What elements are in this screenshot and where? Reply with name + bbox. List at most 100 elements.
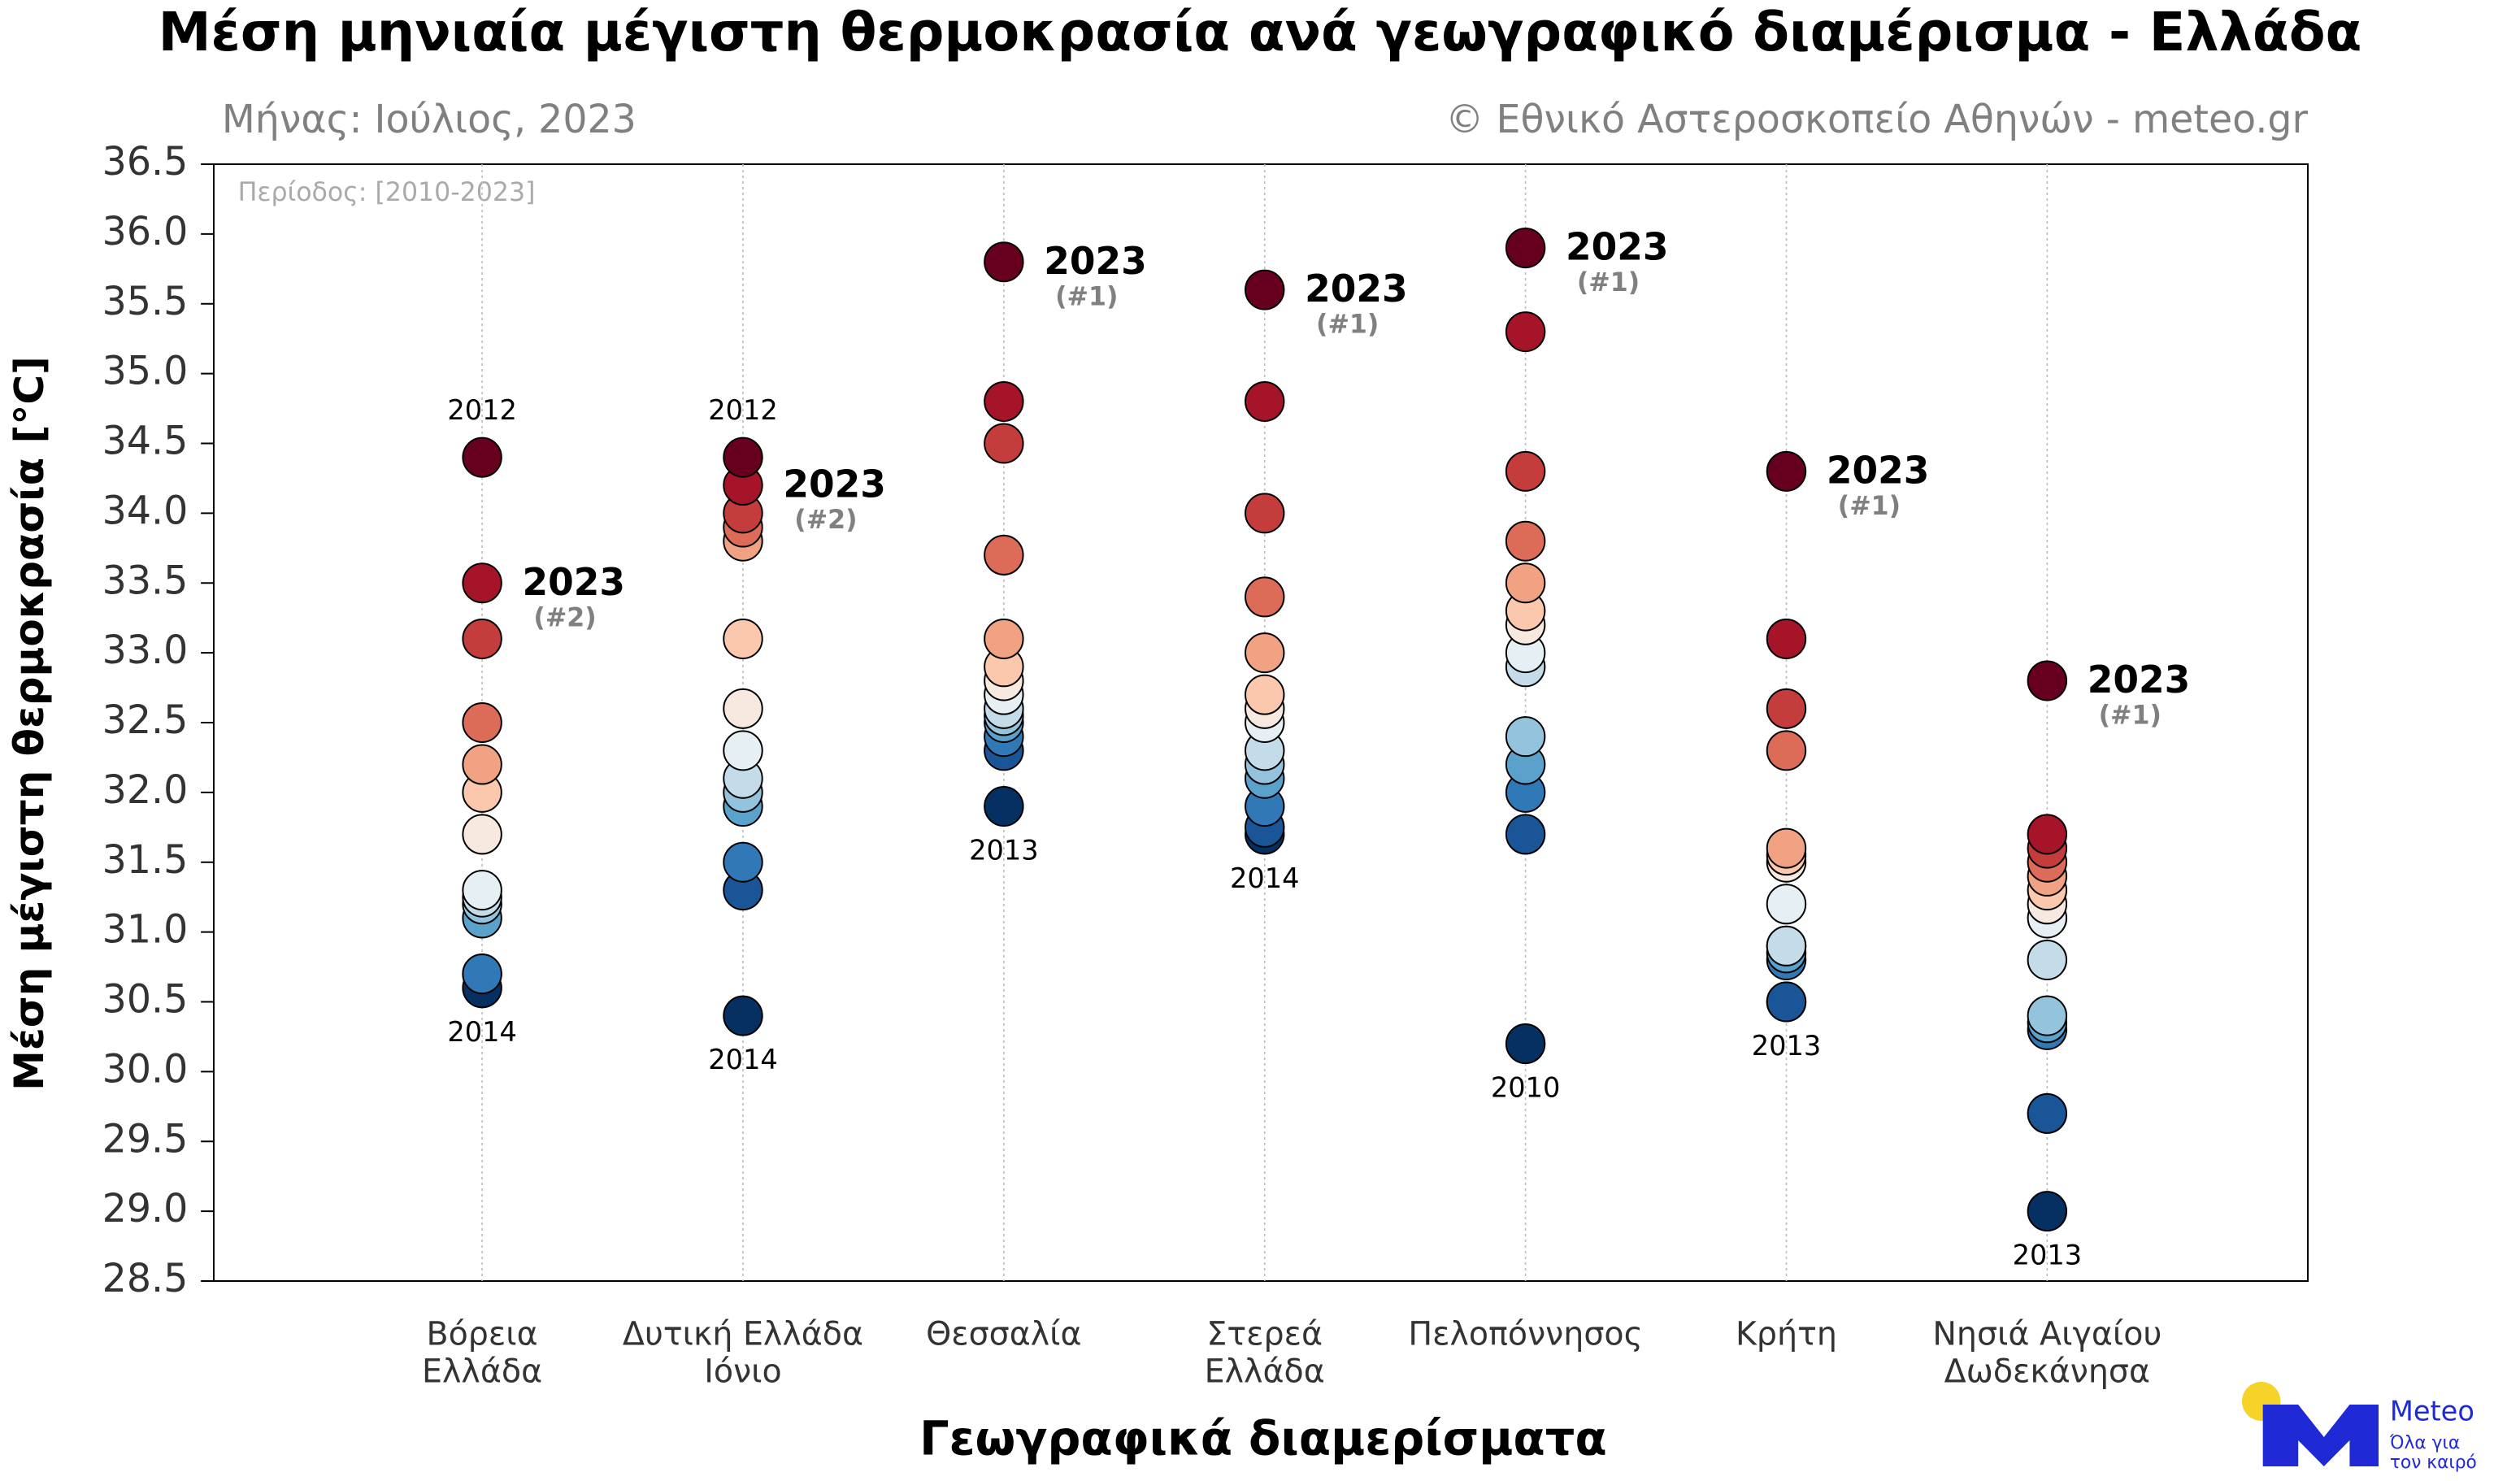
point <box>462 870 502 911</box>
current-point <box>462 562 502 604</box>
x-tick-label: Ελλάδα <box>422 1353 542 1390</box>
current-point <box>1766 450 1807 492</box>
point <box>984 534 1024 575</box>
current-year-label: 2023 <box>523 561 626 604</box>
min-year-label: 2014 <box>1230 862 1300 894</box>
current-year-label: 2023 <box>1827 449 1930 492</box>
point <box>1766 925 1807 966</box>
point <box>462 618 502 659</box>
point <box>462 744 502 785</box>
x-tick-label: Βόρεια <box>427 1315 538 1353</box>
min-year-label: 2013 <box>1752 1030 1822 1062</box>
point <box>1245 632 1285 674</box>
point <box>1766 618 1807 659</box>
point <box>1505 520 1546 562</box>
current-year-label: 2023 <box>2088 658 2191 701</box>
point <box>1766 688 1807 729</box>
rank-label: (#1) <box>1838 490 1901 521</box>
point <box>2027 1191 2068 1232</box>
x-tick-label: Δυτική Ελλάδα <box>623 1315 863 1353</box>
point <box>462 436 502 478</box>
y-axis-title: Μέση μέγιστη θερμοκρασία [°C] <box>6 356 53 1091</box>
point <box>1766 981 1807 1023</box>
min-year-label: 2013 <box>2013 1240 2083 1271</box>
point <box>2027 814 2068 855</box>
chart-title: Μέση μηνιαία μέγιστη θερμοκρασία ανά γεω… <box>159 2 2362 63</box>
x-tick-label: Δωδεκάνησα <box>1944 1353 2150 1390</box>
point <box>1245 380 1285 422</box>
point <box>1766 730 1807 771</box>
point <box>723 436 763 478</box>
current-point <box>1505 228 1546 269</box>
x-tick-label: Στερεά <box>1206 1315 1323 1353</box>
y-tick-label: 33.0 <box>102 628 189 673</box>
x-tick-label: Νησιά Αιγαίου <box>1932 1315 2162 1353</box>
x-axis-title: Γεωγραφικά διαμερίσματα <box>919 1410 1607 1466</box>
x-tick-label: Θεσσαλία <box>926 1315 1082 1353</box>
point <box>1505 1023 1546 1065</box>
point <box>1766 827 1807 869</box>
x-tick-label: Κρήτη <box>1736 1315 1837 1353</box>
x-tick-label: Ελλάδα <box>1205 1353 1325 1390</box>
min-year-label: 2014 <box>447 1016 517 1048</box>
point <box>1245 576 1285 618</box>
point <box>1505 562 1546 604</box>
rank-label: (#2) <box>794 504 857 535</box>
point <box>984 618 1024 659</box>
point <box>723 995 763 1036</box>
point <box>462 814 502 855</box>
y-tick-label: 31.5 <box>102 838 189 883</box>
point <box>723 618 763 659</box>
rank-label: (#2) <box>533 602 596 632</box>
y-tick-label: 36.0 <box>102 210 189 254</box>
y-tick-label: 29.5 <box>102 1117 189 1162</box>
point <box>723 841 763 883</box>
y-tick-label: 28.5 <box>102 1257 189 1301</box>
point <box>462 953 502 995</box>
point <box>984 786 1024 827</box>
point <box>1505 311 1546 353</box>
point <box>1505 450 1546 492</box>
point <box>1505 716 1546 758</box>
y-tick-label: 36.5 <box>102 140 189 185</box>
point <box>1245 674 1285 715</box>
x-tick-label: Ιόνιο <box>704 1353 782 1390</box>
y-tick-label: 32.0 <box>102 768 189 813</box>
current-year-label: 2023 <box>1044 240 1147 283</box>
logo-mark <box>2262 1405 2379 1466</box>
point <box>1766 884 1807 925</box>
credit: © Εθνικό Αστεροσκοπείο Αθηνών - meteo.gr <box>1445 98 2308 142</box>
point <box>984 380 1024 422</box>
point <box>1505 814 1546 855</box>
point <box>723 730 763 771</box>
point <box>462 702 502 743</box>
max-year-label: 2012 <box>708 394 778 426</box>
current-point <box>2027 660 2068 701</box>
current-year-label: 2023 <box>1305 267 1408 311</box>
logo-name: Meteo <box>2390 1395 2474 1427</box>
point <box>1245 493 1285 534</box>
y-tick-label: 30.0 <box>102 1047 189 1092</box>
y-tick-label: 34.0 <box>102 489 189 533</box>
min-year-label: 2010 <box>1491 1071 1561 1103</box>
point <box>2027 1092 2068 1134</box>
logo-tagline: Όλα για <box>2389 1433 2460 1453</box>
y-tick-label: 34.5 <box>102 419 189 463</box>
max-year-label: 2012 <box>447 394 517 426</box>
subtitle: Μήνας: Ιούλιος, 2023 <box>222 98 637 142</box>
point <box>984 423 1024 464</box>
min-year-label: 2013 <box>969 834 1039 866</box>
current-point <box>984 241 1024 283</box>
point <box>2027 939 2068 980</box>
x-tick-label: Πελοπόννησος <box>1408 1315 1642 1353</box>
current-year-label: 2023 <box>783 463 886 506</box>
y-tick-label: 33.5 <box>102 558 189 603</box>
min-year-label: 2014 <box>708 1044 778 1075</box>
y-tick-label: 29.0 <box>102 1187 189 1231</box>
point <box>723 688 763 729</box>
point <box>2027 995 2068 1036</box>
current-year-label: 2023 <box>1566 225 1669 268</box>
logo-tagline: τον καιρό <box>2390 1453 2477 1473</box>
rank-label: (#1) <box>1316 308 1379 339</box>
